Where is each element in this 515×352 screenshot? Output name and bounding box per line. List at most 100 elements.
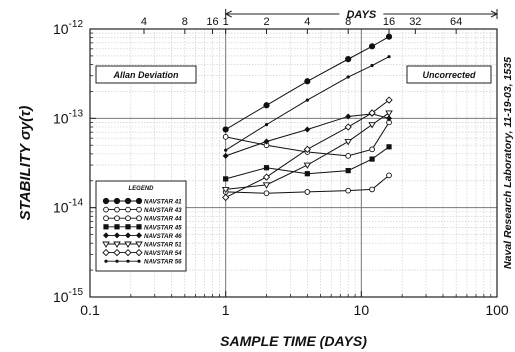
data-point	[136, 232, 142, 239]
data-point	[224, 148, 228, 152]
data-point	[386, 172, 392, 179]
series-navstar-46	[222, 110, 393, 159]
plot-frame	[89, 28, 498, 298]
uncorrected-label: Uncorrected	[422, 70, 476, 80]
data-point	[125, 215, 131, 222]
series-line	[225, 56, 390, 151]
data-point	[304, 126, 311, 133]
data-point	[103, 232, 109, 239]
legend-label: NAVSTAR 56	[144, 259, 182, 266]
data-point	[263, 138, 270, 145]
data-point	[125, 224, 131, 230]
data-point	[345, 187, 352, 194]
series-line	[225, 113, 390, 157]
legend-item: NAVSTAR 56	[104, 259, 182, 266]
data-point	[345, 153, 352, 159]
data-point	[369, 156, 375, 162]
top-tick-label: 4	[141, 16, 147, 28]
top-tick-label: 8	[345, 16, 351, 28]
data-point	[221, 186, 230, 194]
data-point	[263, 190, 270, 197]
data-point	[103, 215, 109, 222]
data-point	[223, 176, 229, 182]
data-point	[136, 206, 142, 213]
data-point	[115, 259, 119, 263]
data-point	[113, 241, 121, 248]
legend-item: NAVSTAR 41	[102, 197, 182, 206]
legend-item: NAVSTAR 54	[102, 248, 182, 257]
legend-item: NAVSTAR 45	[103, 224, 182, 231]
top-tick-label: 16	[383, 16, 395, 28]
y-tick-label: 10-14	[53, 198, 83, 216]
data-point	[222, 126, 229, 133]
y-tick-label: 10-12	[53, 19, 83, 37]
days-label-bg	[339, 7, 384, 20]
series-navstar-54	[222, 96, 393, 202]
data-point	[369, 186, 375, 193]
legend-label: NAVSTAR 43	[144, 207, 182, 214]
series-navstar-45	[223, 144, 392, 182]
data-point	[137, 259, 141, 263]
legend-item: NAVSTAR 43	[103, 206, 182, 214]
data-point	[344, 139, 352, 146]
series-navstar-43	[222, 119, 392, 159]
data-point	[135, 197, 143, 205]
data-point	[125, 232, 131, 239]
data-point	[124, 248, 132, 257]
legend-label: NAVSTAR 54	[144, 250, 182, 257]
data-point	[222, 193, 230, 202]
data-point	[135, 248, 143, 257]
data-point	[346, 75, 350, 79]
uncorrected-box	[406, 65, 492, 84]
data-point	[370, 63, 374, 68]
legend-label: NAVSTAR 46	[144, 233, 182, 240]
legend-label: NAVSTAR 44	[144, 216, 182, 223]
x-tick-label: 100	[485, 302, 509, 318]
data-point	[387, 55, 391, 59]
data-point	[103, 224, 109, 230]
data-point	[114, 224, 120, 230]
data-point	[135, 241, 143, 248]
data-point	[103, 206, 109, 213]
data-point	[303, 162, 312, 169]
y-axis-label: STABILITY σy(τ)	[17, 106, 34, 221]
data-point	[386, 144, 392, 150]
x-tick-label: 10	[354, 302, 370, 318]
data-point	[114, 215, 120, 222]
data-point	[114, 232, 120, 239]
side-note: Naval Research Laboratory, 11-19-03, 153…	[502, 57, 514, 269]
data-point	[262, 173, 271, 181]
top-tick-label: 1	[223, 16, 229, 28]
data-point	[126, 259, 130, 263]
allan-deviation-box	[95, 65, 197, 84]
data-point	[222, 152, 229, 159]
data-point	[304, 171, 310, 177]
data-point	[102, 197, 110, 205]
data-point	[125, 206, 131, 213]
data-point	[124, 197, 132, 205]
data-point	[386, 115, 393, 122]
x-axis-label: SAMPLE TIME (DAYS)	[220, 333, 367, 349]
data-point	[136, 224, 142, 230]
top-tick-label: 16	[206, 16, 218, 28]
data-point	[124, 241, 132, 248]
data-point	[303, 145, 311, 153]
legend-item: NAVSTAR 44	[103, 215, 182, 223]
data-point	[264, 123, 269, 127]
top-tick-label: 4	[304, 16, 310, 28]
data-point	[263, 102, 270, 109]
series-line	[225, 174, 390, 194]
data-point	[114, 206, 120, 213]
series-navstar-41	[222, 33, 393, 133]
allan-deviation-label: Allan Deviation	[112, 70, 179, 80]
days-label: DAYS	[346, 9, 376, 21]
data-point	[345, 113, 352, 120]
data-point	[104, 259, 108, 263]
top-tick-label: 2	[263, 16, 269, 28]
data-point	[385, 110, 393, 117]
data-point	[102, 241, 110, 248]
y-tick-label: 10-13	[53, 108, 83, 126]
data-point	[305, 98, 309, 102]
data-point	[385, 33, 393, 40]
